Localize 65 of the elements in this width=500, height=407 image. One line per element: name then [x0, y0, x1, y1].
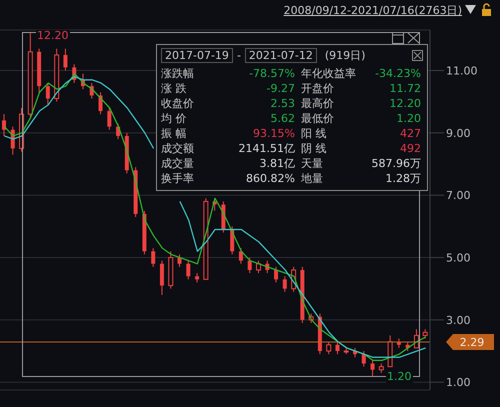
annotation: - — [236, 49, 241, 62]
annotation: 天量 — [300, 157, 324, 171]
candlestick — [186, 260, 190, 280]
y-tick-label: 7.00 — [446, 189, 470, 202]
annotation: 均 价 — [161, 112, 188, 126]
annotation: 收盘价 — [161, 97, 195, 111]
annotation: 1.20 — [396, 112, 421, 126]
candlestick — [160, 260, 164, 296]
annotation: 2.53 — [270, 97, 295, 111]
y-tick-label: 3.00 — [446, 314, 470, 327]
annotation: 涨跌幅 — [161, 67, 195, 81]
candlestick — [230, 226, 234, 255]
annotation: -78.57% — [248, 67, 295, 81]
candlestick — [63, 48, 68, 72]
annotation: 2141.51亿 — [238, 142, 295, 156]
annotation: 地量 — [300, 172, 324, 186]
annotation: 1.28万 — [384, 172, 421, 186]
candlestick — [378, 363, 384, 374]
ref-line-label: 2.29 — [460, 336, 484, 349]
annotation: -34.23% — [374, 67, 421, 81]
annotation: 涨 跌 — [161, 82, 188, 96]
candlestick — [46, 82, 50, 106]
candlestick — [274, 266, 278, 283]
annotation: 阴 线 — [300, 142, 328, 156]
annotation: 2021-07-12 — [244, 48, 317, 63]
candlestick — [326, 341, 332, 355]
annotation: -9.27 — [266, 82, 295, 96]
annotation: 427 — [399, 127, 421, 141]
y-tick-label: 5.00 — [446, 251, 470, 264]
candlestick — [195, 272, 200, 283]
annotation: 5.62 — [270, 112, 295, 126]
chart-subtitle: 2008/09/12-2021/07/16(2763日) — [284, 3, 462, 18]
annotation: 3.81亿 — [258, 157, 295, 171]
annotation: 阳 线 — [300, 127, 328, 141]
annotation: 振 幅 — [161, 127, 188, 141]
annotation: 12.20 — [36, 29, 70, 42]
candlestick — [422, 328, 428, 340]
annotation: 587.96万 — [370, 157, 421, 171]
annotation: 492 — [399, 142, 421, 156]
annotation: 年化收益率 — [300, 67, 357, 81]
candlestick — [238, 248, 243, 264]
candlestick — [362, 350, 366, 368]
annotation: 成交量 — [161, 157, 195, 171]
annotation: 2017-07-19 — [161, 48, 233, 63]
annotation: 93.15% — [252, 127, 295, 141]
y-tick-label: 11.00 — [446, 64, 478, 78]
candlestick — [107, 107, 112, 130]
candlestick — [178, 254, 182, 268]
candlestick — [335, 341, 340, 355]
annotation: 12.20 — [388, 97, 421, 111]
candlestick — [370, 360, 375, 376]
annotation: 11.72 — [388, 82, 421, 96]
annotation: 最低价 — [300, 112, 335, 126]
annotation: (919日) — [324, 48, 366, 63]
annotation: 开盘价 — [300, 82, 335, 96]
annotation: 最高价 — [300, 97, 335, 111]
annotation: 1.20 — [386, 370, 412, 383]
candlestick — [282, 276, 287, 292]
y-tick-label: 1.00 — [446, 376, 470, 390]
y-tick-label: 9.00 — [446, 126, 470, 140]
annotation: 成交额 — [161, 142, 195, 156]
annotation: 换手率 — [161, 172, 195, 186]
candlestick — [151, 248, 156, 268]
annotation: 860.82% — [245, 172, 295, 186]
candlestick — [248, 257, 252, 274]
